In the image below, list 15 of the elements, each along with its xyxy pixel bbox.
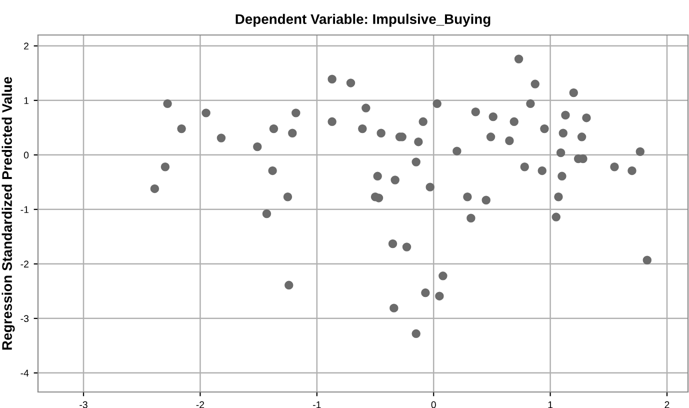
y-tick-label: -4: [20, 370, 29, 376]
x-tick-label: 2: [664, 401, 670, 408]
x-tick-label: 1: [548, 401, 553, 408]
y-tick-label: -1: [20, 206, 28, 213]
y-axis-title: Regression Standardized Predicted Value: [2, 76, 15, 350]
y-tick-label: 0: [24, 152, 29, 159]
y-tick-label: 2: [24, 42, 28, 50]
y-tick-label: -3: [20, 315, 29, 322]
x-tick-label: -3: [80, 401, 88, 408]
chart-title: Dependent Variable: Impulsive_Buying: [236, 14, 490, 27]
x-tick-label: 0: [431, 401, 436, 408]
y-tick-label: 1: [24, 97, 28, 104]
x-tick-label: -2: [196, 401, 204, 408]
x-tick-label: -1: [313, 401, 321, 408]
y-tick-label: -2: [20, 260, 28, 268]
